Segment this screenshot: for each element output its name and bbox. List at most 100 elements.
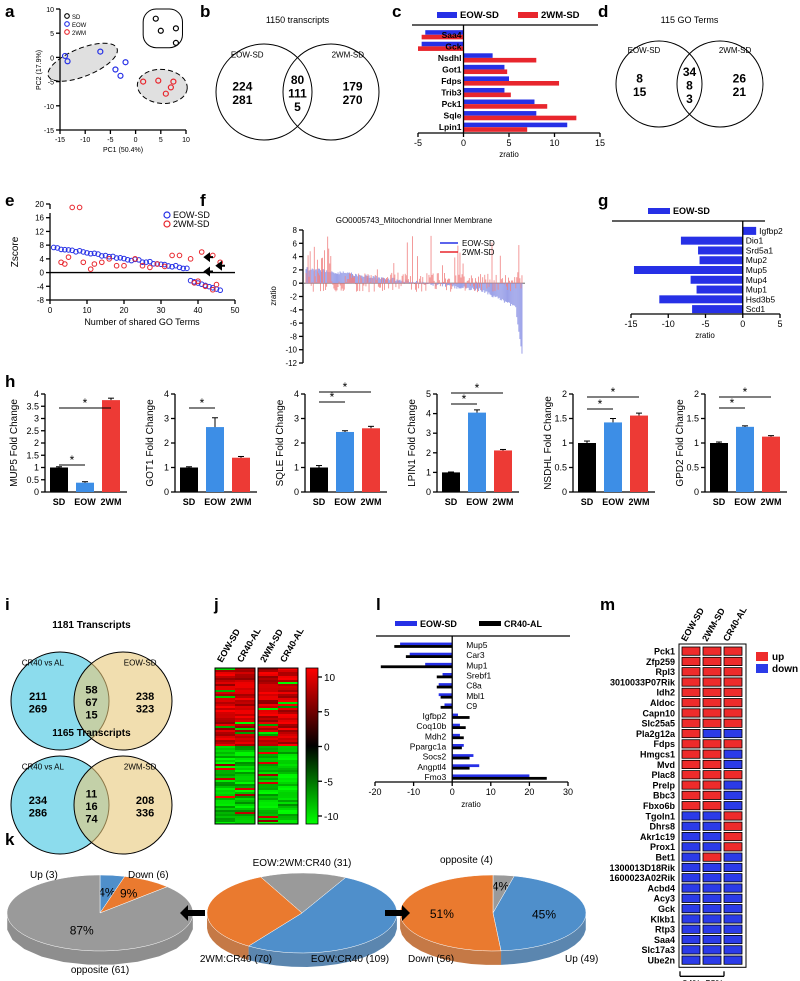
heatmap-cell	[258, 748, 278, 751]
color-scale	[306, 668, 318, 824]
legend-label: SD	[72, 15, 81, 21]
heatmap-cell	[235, 692, 255, 695]
tick-label: 0.5	[26, 475, 39, 485]
panel-h-fold-change-bars: 0 0.5 1 1.5 2 2.5 3 3.5 4 MUP5 Fold Change SD EOW 2W…	[9, 380, 787, 507]
tick-label: -10	[44, 104, 54, 111]
category-label: Saa4	[442, 30, 462, 40]
tick-label: 8	[40, 241, 45, 250]
x-axis-label: zratio	[461, 800, 481, 809]
group-label: EOW	[602, 497, 624, 507]
bar	[452, 726, 466, 730]
venn-count-down: 16	[85, 801, 97, 813]
heatmap-cell	[258, 752, 278, 755]
heatmap-cell	[235, 712, 255, 715]
heatmap-cell	[215, 676, 235, 679]
gene-label: Klkb1	[650, 914, 675, 924]
grid-cell	[681, 801, 701, 811]
category-label: Scd1	[746, 304, 766, 314]
tick-label: 5	[159, 137, 163, 144]
venn-count-up: 238	[136, 691, 154, 703]
bar	[438, 683, 453, 686]
y-axis-label: zratio	[269, 286, 278, 306]
heatmap-cell	[258, 694, 278, 697]
grid-cell	[723, 842, 743, 852]
scatter-point	[180, 265, 186, 272]
heatmap-cell	[278, 710, 298, 713]
gene-label: Gck	[658, 904, 676, 914]
pie-label: opposite (61)	[71, 965, 129, 976]
pie-percent: 45%	[532, 908, 556, 922]
group-label: SD	[581, 497, 594, 507]
category-label: Fdps	[441, 76, 462, 86]
grid-cell	[702, 718, 722, 728]
heatmap-cell	[258, 732, 278, 735]
heatmap-cell	[278, 738, 298, 741]
heatmap-cell	[258, 762, 278, 765]
arrow-icon	[385, 905, 410, 921]
heatmap-cell	[258, 728, 278, 731]
bar	[463, 64, 505, 70]
venn-count-down: 15	[633, 85, 647, 99]
bar	[696, 285, 743, 294]
scatter-point	[150, 261, 157, 267]
legend-label: 2WM-SD	[541, 10, 580, 21]
heatmap-cell	[258, 790, 278, 793]
grid-cell	[702, 862, 722, 872]
heatmap-cell	[235, 772, 255, 775]
scale-label: 5	[324, 708, 330, 719]
grid-cell	[681, 842, 701, 852]
heatmap-cell	[258, 816, 278, 819]
gene-label: Akr1c19	[640, 832, 675, 842]
pie-side	[248, 914, 397, 967]
heatmap-cell	[258, 738, 278, 741]
tick-label: 0.5	[686, 463, 699, 473]
tick-label: 1.5	[686, 414, 699, 424]
heatmap-cell	[235, 668, 255, 671]
heatmap-cell	[278, 802, 298, 805]
heatmap-cell	[258, 716, 278, 719]
grid-cell	[723, 780, 743, 790]
panel-letter: e	[5, 191, 14, 210]
venn-count-opposite: 15	[85, 710, 97, 722]
grid-cell	[681, 914, 701, 924]
grid-cell	[702, 904, 722, 914]
heatmap-cell	[235, 776, 255, 779]
scatter-point	[113, 262, 120, 269]
heatmap-cell	[235, 682, 255, 685]
heatmap-cell	[258, 724, 278, 727]
heatmap-cell	[278, 744, 298, 747]
grid-cell	[702, 790, 722, 800]
scatter-point	[172, 25, 180, 32]
scatter-point	[184, 265, 190, 272]
gene-label: Rpl3	[655, 667, 675, 677]
tick-label: 15	[595, 138, 605, 148]
tick-label: 12	[35, 227, 44, 236]
heatmap-cell	[278, 742, 298, 745]
pie-slice	[260, 872, 347, 914]
tick-label: 0	[48, 306, 53, 315]
venn-title: 1181 Transcripts	[52, 620, 131, 631]
heatmap-cell	[235, 734, 255, 737]
scatter-point	[195, 280, 201, 286]
group-label: SD	[445, 497, 458, 507]
bar	[438, 693, 453, 697]
heatmap-cell	[258, 730, 278, 733]
heatmap-cell	[215, 740, 235, 743]
category-label: C9	[466, 701, 477, 711]
heatmap-cell	[215, 704, 235, 707]
scatter-point	[198, 249, 205, 255]
venn-title: 1150 transcripts	[266, 15, 330, 25]
venn-count-up: 179	[343, 80, 363, 94]
gene-label: Bbc3	[653, 791, 675, 801]
heatmap-cell	[278, 702, 298, 705]
heatmap-cell	[278, 814, 298, 817]
significance-star: *	[70, 453, 75, 467]
category-label: Mup4	[746, 275, 768, 285]
scatter-point	[121, 255, 127, 262]
grid-cell	[702, 770, 722, 780]
heatmap-cell	[235, 740, 255, 743]
heatmap-cell	[215, 754, 235, 757]
tick-label: 0	[40, 269, 45, 278]
tick-label: 2.5	[26, 426, 39, 436]
scatter-point	[76, 204, 83, 211]
